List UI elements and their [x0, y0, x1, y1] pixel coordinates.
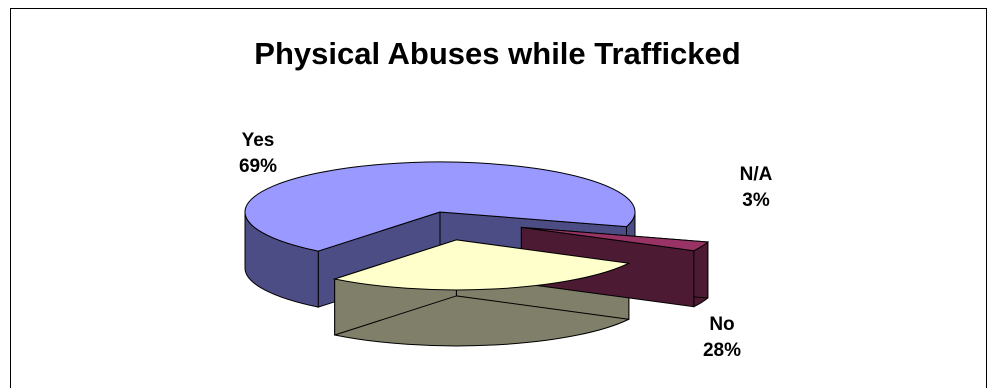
label-yes: Yes 69%	[223, 128, 293, 180]
chart-title: Physical Abuses while Trafficked	[254, 36, 741, 71]
label-na-value: 3%	[742, 190, 770, 211]
label-no: No 28%	[687, 312, 757, 364]
label-no-name: No	[709, 314, 735, 335]
label-yes-value: 69%	[238, 156, 278, 177]
pie-slice-na	[521, 226, 710, 252]
label-na: N/A 3%	[721, 162, 791, 214]
pie-tops	[244, 161, 710, 291]
label-no-value: 28%	[702, 340, 742, 361]
pie-slice-no	[332, 239, 631, 291]
label-na-name: N/A	[739, 164, 773, 185]
label-yes-name: Yes	[241, 130, 275, 151]
pie-slice-yes	[244, 161, 636, 252]
